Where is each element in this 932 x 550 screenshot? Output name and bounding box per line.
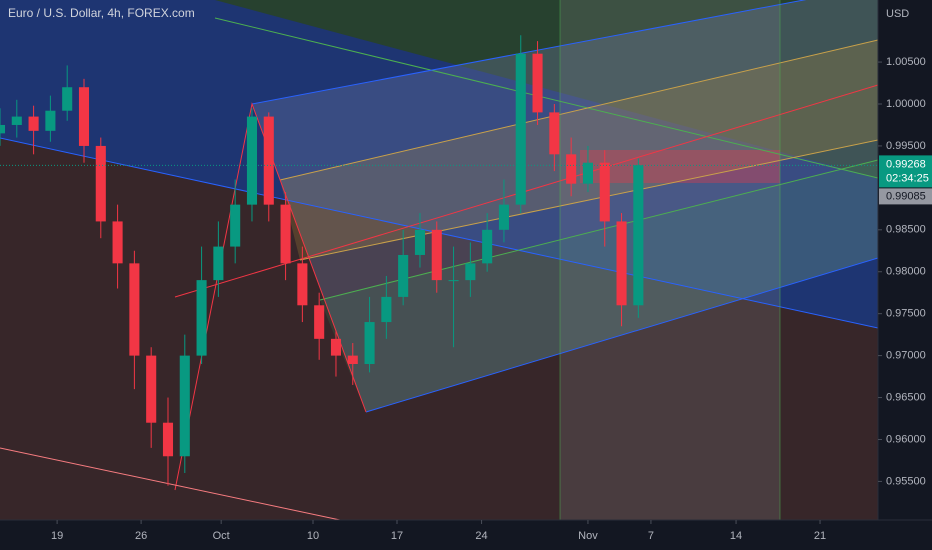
x-tick-label: 14	[730, 530, 742, 542]
x-tick-label: 7	[648, 530, 654, 542]
y-tick-label: 0.99500	[886, 140, 926, 152]
y-tick-label: 0.98500	[886, 224, 926, 236]
trend-line	[0, 447, 341, 520]
y-tick-label: 1.00500	[886, 56, 926, 68]
candle-body	[582, 162, 593, 184]
x-tick-label: 26	[135, 530, 147, 542]
candle-body	[498, 204, 509, 230]
y-tick-label: 0.98000	[886, 266, 926, 278]
candle-body	[532, 53, 543, 113]
candle-body	[28, 116, 39, 131]
chart-title: Euro / U.S. Dollar, 4h, FOREX.com	[8, 6, 195, 20]
candle-body	[482, 229, 493, 264]
y-tick-label: 0.96500	[886, 391, 926, 403]
candle-body	[162, 422, 174, 457]
candle-body	[78, 87, 90, 146]
candle-body	[11, 116, 22, 125]
time-zone	[560, 0, 780, 520]
candle-body	[297, 263, 308, 306]
reference-price-box	[879, 188, 932, 205]
countdown-label: 02:34:25	[886, 172, 929, 184]
trend-line	[214, 17, 878, 179]
reference-price-label: 0.99085	[886, 190, 926, 202]
candle-body	[112, 221, 123, 264]
pitchfork-level	[299, 139, 878, 261]
y-tick-label: 0.97000	[886, 350, 926, 362]
pitchfork-level	[319, 159, 878, 301]
last-price-box	[879, 155, 932, 188]
pitchfork-band	[320, 160, 878, 412]
candle-body	[431, 229, 442, 281]
last-price-label: 0.99268	[886, 158, 926, 170]
y-tick-label: 0.95500	[886, 475, 926, 487]
candle-body	[62, 87, 73, 111]
candle-body	[414, 229, 426, 255]
candle-body	[146, 355, 157, 423]
y-tick-label: 0.96000	[886, 433, 926, 445]
candle-body	[633, 165, 644, 306]
candle-body	[246, 116, 258, 205]
pitchfork-lower	[365, 257, 878, 413]
candle-body	[95, 145, 106, 222]
pitchfork-level	[279, 39, 878, 181]
zone-green	[215, 0, 878, 178]
price-zone	[580, 150, 780, 183]
x-tick-label: Nov	[578, 530, 598, 542]
x-tick-label: 19	[51, 530, 63, 542]
candle-body	[213, 246, 224, 281]
candle-body	[45, 110, 56, 131]
time-axis	[0, 520, 878, 550]
candle-body	[129, 263, 140, 356]
candle-body	[196, 280, 207, 356]
pitchfork-median	[174, 84, 878, 298]
candle-body	[465, 263, 476, 281]
zone-red	[0, 138, 878, 520]
candle-body	[381, 296, 392, 323]
candle-body	[364, 322, 375, 364]
candle-body	[347, 355, 358, 364]
x-tick-label: 10	[307, 530, 319, 542]
candle-body	[330, 338, 342, 356]
candle-body	[314, 305, 325, 339]
y-tick-label: 0.97500	[886, 308, 926, 320]
candle-body	[0, 124, 6, 134]
y-tick-label: 1.00000	[886, 98, 926, 110]
candle-body	[280, 204, 291, 264]
candle-body	[599, 162, 610, 222]
candle-body	[448, 280, 459, 282]
candles	[0, 35, 878, 486]
x-tick-label: 21	[814, 530, 826, 542]
pitchfork-channel	[252, 0, 878, 412]
candle-body	[230, 204, 241, 247]
x-tick-label: Oct	[213, 530, 230, 542]
candle-body	[566, 154, 577, 184]
x-tick-label: 17	[391, 530, 403, 542]
drawings	[0, 0, 878, 520]
candle-body	[179, 355, 190, 457]
candle-body	[515, 53, 526, 205]
pitchfork-upper	[251, 0, 807, 105]
candle-body	[616, 221, 627, 306]
x-tick-label: 24	[475, 530, 487, 542]
candle-body	[398, 254, 409, 297]
candle-body	[549, 112, 560, 155]
price-axis	[878, 0, 932, 550]
pitchfork-band	[280, 40, 878, 260]
axis-unit: USD	[886, 8, 909, 20]
pitchfork-handle	[174, 102, 367, 491]
candle-body	[263, 116, 274, 205]
